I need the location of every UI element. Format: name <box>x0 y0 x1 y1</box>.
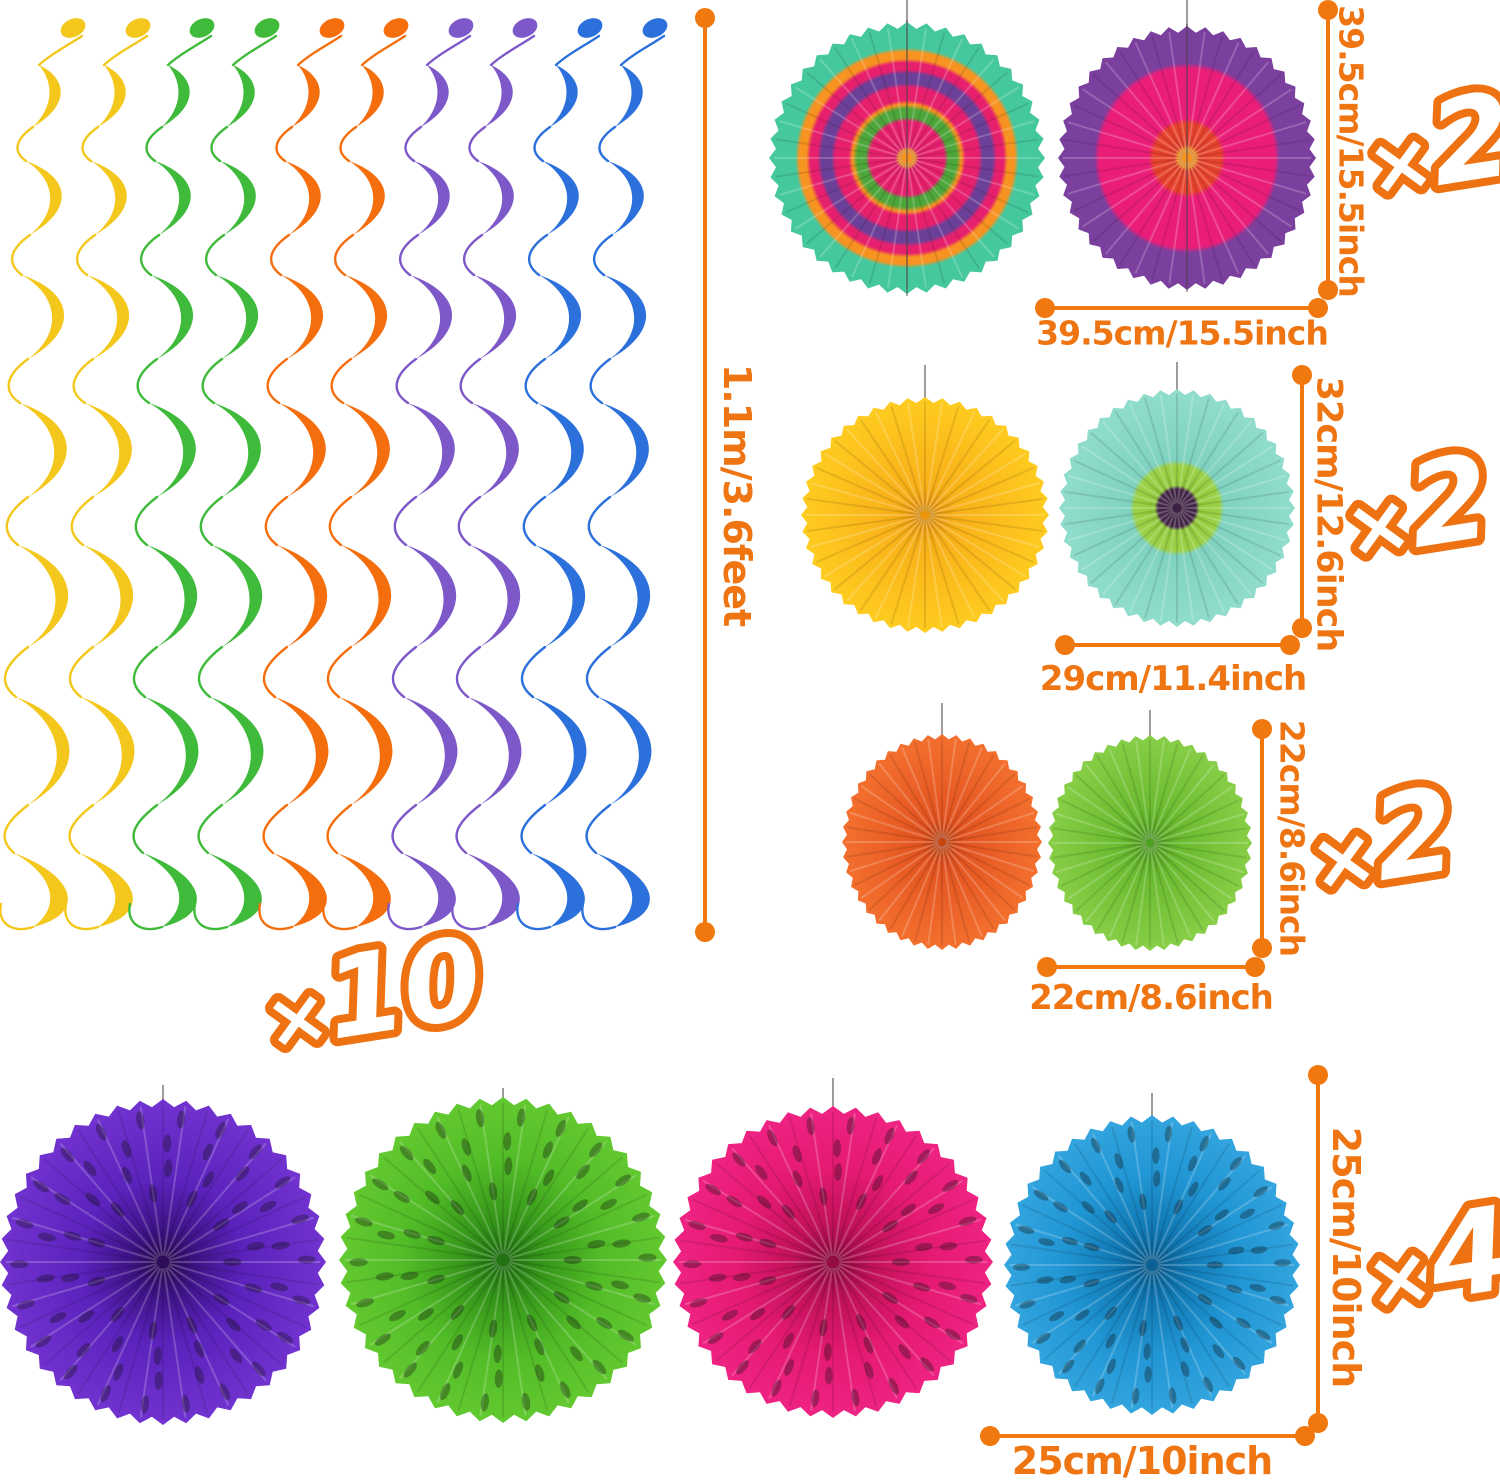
dimension-endpoint-dot <box>695 922 715 942</box>
dimension-endpoint-dot <box>1318 280 1338 300</box>
dimension-endpoint-dot <box>1252 719 1272 739</box>
dimension-line-horizontal <box>1065 643 1290 647</box>
hanging-swirl <box>387 18 474 931</box>
dimension-line-horizontal <box>1047 965 1255 969</box>
dimension-line-swirl-length <box>703 18 707 932</box>
hanging-swirl <box>0 18 86 931</box>
dimension-endpoint-dot <box>980 1426 1000 1446</box>
dimension-line-vertical <box>1300 375 1304 628</box>
height-label-large-fans: 39.5cm/15.5inch <box>1331 5 1371 297</box>
height-label-small-fans: 22cm/8.6inch <box>1272 719 1312 957</box>
width-label-honeycomb-fans: 25cm/10inch <box>1011 1439 1273 1483</box>
count-label-large-paper-fans: ×2 <box>1353 59 1500 223</box>
dimension-line-vertical <box>1316 1075 1320 1423</box>
svg-text:×2: ×2 <box>1333 429 1499 585</box>
hanging-swirl <box>516 18 603 931</box>
count-label-swirls: ×10 <box>251 905 499 1076</box>
yellow-fan <box>801 397 1049 633</box>
fiesta-multicolor-fan <box>769 20 1045 296</box>
dimension-endpoint-dot <box>1035 298 1055 318</box>
dimension-endpoint-dot <box>1292 365 1312 385</box>
height-label-honeycomb-fans: 25cm/10inch <box>1324 1126 1368 1388</box>
purple-pink-fan <box>1058 24 1316 292</box>
width-label-large-fans: 39.5cm/15.5inch <box>1036 313 1329 353</box>
hanging-swirl <box>581 18 668 931</box>
count-label-medium-paper-fans: ×2 <box>1331 421 1500 585</box>
orange-fan <box>842 734 1042 950</box>
svg-text:×4: ×4 <box>1354 1181 1500 1337</box>
dimension-endpoint-dot <box>1295 1426 1315 1446</box>
svg-text:×2: ×2 <box>1355 67 1500 223</box>
height-label-medium-fans: 32cm/12.6inch <box>1308 376 1349 652</box>
dimension-endpoint-dot <box>1308 1413 1328 1433</box>
teal-green-plum-fan <box>1059 389 1295 627</box>
hanging-swirl <box>322 18 409 931</box>
dimension-endpoint-dot <box>1037 957 1057 977</box>
svg-text:×2: ×2 <box>1298 762 1464 918</box>
dimension-line-horizontal <box>1045 306 1318 310</box>
hanging-swirl <box>128 18 215 931</box>
hanging-swirl <box>193 18 280 931</box>
green-honeycomb-fan <box>339 1097 667 1423</box>
blue-honeycomb-fan <box>1004 1115 1300 1415</box>
hanging-swirl <box>64 18 151 931</box>
width-label-medium-fans: 29cm/11.4inch <box>1039 659 1307 699</box>
dimension-line-vertical <box>1326 10 1330 290</box>
dimension-endpoint-dot <box>1280 635 1300 655</box>
dimension-endpoint-dot <box>1308 298 1328 318</box>
dimension-endpoint-dot <box>1245 957 1265 977</box>
dimension-endpoint-dot <box>1292 618 1312 638</box>
dimension-endpoint-dot <box>1252 938 1272 958</box>
dimension-endpoint-dot <box>695 8 715 28</box>
dimension-endpoint-dot <box>1308 1065 1328 1085</box>
green-fan <box>1048 735 1252 951</box>
count-label-honeycomb-fans: ×4 <box>1352 1173 1500 1337</box>
pink-honeycomb-fan <box>673 1106 993 1418</box>
count-label-small-paper-fans: ×2 <box>1296 754 1473 918</box>
dimension-line-vertical <box>1260 729 1264 948</box>
dimension-endpoint-dot <box>1055 635 1075 655</box>
dimension-endpoint-dot <box>1318 0 1338 20</box>
hanging-swirl <box>258 18 345 931</box>
swirl-length-label: 1.1m/3.6feet <box>715 363 759 627</box>
width-label-small-fans: 22cm/8.6inch <box>1029 978 1274 1018</box>
dimension-line-horizontal <box>990 1434 1305 1438</box>
hanging-swirl <box>451 18 538 931</box>
purple-honeycomb-fan <box>0 1099 326 1425</box>
svg-text:×10: ×10 <box>254 913 491 1076</box>
